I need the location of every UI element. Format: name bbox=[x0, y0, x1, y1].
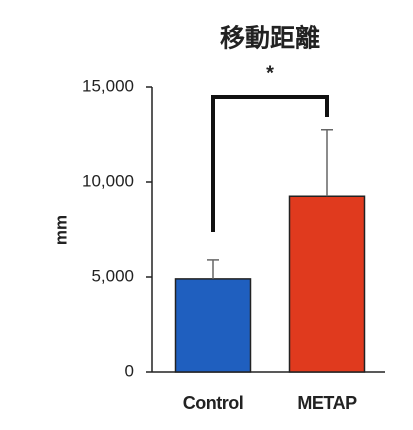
error-bar bbox=[321, 129, 333, 197]
significance-bracket bbox=[211, 95, 329, 232]
y-tick-label: 15,000 bbox=[82, 76, 134, 95]
x-tick-label: METAP bbox=[297, 393, 357, 413]
bar bbox=[288, 195, 366, 373]
y-axis-label: mm bbox=[51, 215, 70, 245]
y-tick-label: 10,000 bbox=[82, 171, 134, 190]
significance-label: * bbox=[266, 62, 274, 84]
bar bbox=[174, 278, 252, 373]
y-tick-label: 5,000 bbox=[91, 266, 134, 285]
y-tick-label: 0 bbox=[125, 361, 134, 380]
error-bar bbox=[207, 259, 219, 279]
x-tick-label: Control bbox=[183, 393, 243, 413]
chart-title: 移動距離 bbox=[220, 25, 320, 53]
